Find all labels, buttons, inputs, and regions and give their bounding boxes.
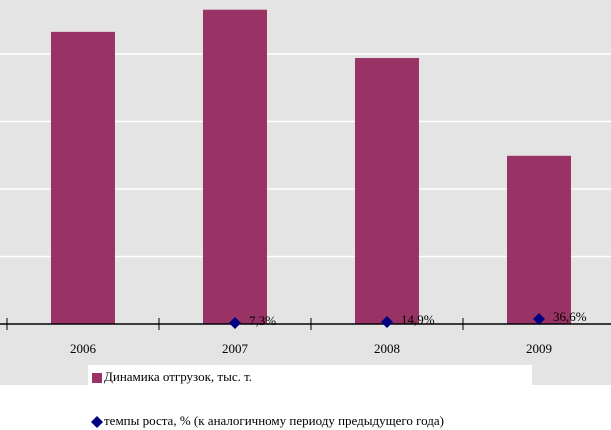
data-label: 36,6% <box>553 309 587 324</box>
legend-swatch <box>91 416 103 428</box>
bar <box>203 9 267 324</box>
x-tick-label: 2007 <box>222 341 249 356</box>
data-label: 14,9% <box>401 312 435 327</box>
x-tick-label: 2008 <box>374 341 400 356</box>
x-tick-label: 2006 <box>70 341 97 356</box>
data-label: 7,3% <box>249 313 276 328</box>
legend-label: Динамика отгрузок, тыс. т. <box>104 369 252 384</box>
x-tick-label: 2009 <box>526 341 552 356</box>
legend-background <box>88 365 532 391</box>
bar <box>507 155 571 324</box>
marker <box>533 313 545 326</box>
legend-swatch <box>92 373 102 383</box>
legend-label: темпы роста, % (к аналогичному периоду п… <box>104 413 444 428</box>
marker <box>229 317 241 330</box>
bar <box>51 31 115 325</box>
marker <box>381 315 393 328</box>
bar <box>355 58 419 325</box>
